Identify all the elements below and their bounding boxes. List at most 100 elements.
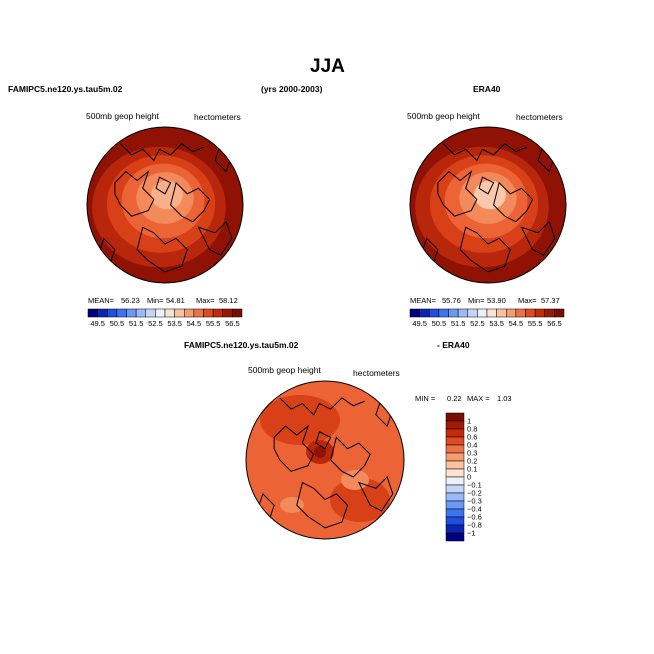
colorbar-tick-label: 49.5 <box>412 319 427 328</box>
colorbar-cell <box>445 436 465 446</box>
map-border <box>409 126 567 284</box>
model-min-label: Min= <box>147 296 164 305</box>
colorbar-cell <box>184 308 195 318</box>
contour-band-1 <box>260 395 340 445</box>
colorbar-cell <box>554 308 565 318</box>
colorbar-cell <box>544 308 555 318</box>
colorbar-cell <box>506 308 517 318</box>
colorbar-tick-label: 0.1 <box>467 465 477 474</box>
obs-max-label: Max= <box>518 296 537 305</box>
colorbar-cell <box>445 476 465 486</box>
colorbar-cell <box>87 308 98 318</box>
colorbar-cell <box>445 420 465 430</box>
colorbar-tick-label: 54.5 <box>509 319 524 328</box>
diff-field-label: 500mb geop height <box>248 365 321 375</box>
obs-mean-value: 55.76 <box>442 296 461 305</box>
obs-min-label: Min= <box>468 296 485 305</box>
colorbar-tick-label: 53.5 <box>489 319 504 328</box>
colorbar-cell <box>445 492 465 502</box>
model-max-label: Max= <box>196 296 215 305</box>
colorbar-tick-label: 0.8 <box>467 425 477 434</box>
model-field-label: 500mb geop height <box>86 111 159 121</box>
colorbar-cell <box>477 308 488 318</box>
model-polar-map <box>86 126 244 284</box>
diff-min-label: MIN = <box>415 394 436 403</box>
obs-mean-label: MEAN= <box>410 296 437 305</box>
colorbar-cell <box>445 444 465 454</box>
model-colorbar: 49.5 50.5 51.5 52.5 53.5 54.5 55.5 56.5 <box>87 308 243 328</box>
colorbar-tick-label: 56.5 <box>225 319 240 328</box>
colorbar-tick-label: 54.5 <box>187 319 202 328</box>
colorbar-tick-label: 51.5 <box>451 319 466 328</box>
colorbar-cell <box>203 308 214 318</box>
colorbar-cell <box>445 460 465 470</box>
colorbar-cell <box>448 308 459 318</box>
map-border <box>86 126 244 284</box>
colorbar-cell <box>438 308 449 318</box>
colorbar-cell <box>222 308 233 318</box>
colorbar-tick-label: 49.5 <box>90 319 105 328</box>
colorbar-cell <box>145 308 156 318</box>
colorbar-cell <box>445 508 465 518</box>
colorbar-tick-label: 51.5 <box>129 319 144 328</box>
contour-band-6 <box>280 497 304 513</box>
colorbar-tick-label: −0.4 <box>467 505 482 514</box>
diff-min-value: 0.22 <box>447 394 462 403</box>
colorbar-cell <box>155 308 166 318</box>
colorbar-cell <box>457 308 468 318</box>
contour-band-5 <box>341 470 369 490</box>
contour-band-4 <box>314 446 326 458</box>
diff-polar-map <box>245 380 405 540</box>
colorbar-cell <box>534 308 545 318</box>
diff-title-obs: - ERA40 <box>437 340 470 350</box>
model-mean-value: 56.23 <box>121 296 140 305</box>
colorbar-cell <box>467 308 478 318</box>
colorbar-cell <box>445 516 465 526</box>
colorbar-tick-label: −0.8 <box>467 521 482 530</box>
colorbar-tick-label: −0.1 <box>467 481 482 490</box>
colorbar-cell <box>409 308 420 318</box>
model-min-value: 54.81 <box>166 296 185 305</box>
colorbar-tick-label: 0.3 <box>467 449 477 458</box>
colorbar-cell <box>486 308 497 318</box>
colorbar-tick-label: 55.5 <box>206 319 221 328</box>
obs-max-value: 57.37 <box>541 296 560 305</box>
colorbar-cell <box>429 308 440 318</box>
colorbar-cell <box>107 308 118 318</box>
obs-field-label: 500mb geop height <box>407 111 480 121</box>
season-title: JJA <box>310 56 345 77</box>
colorbar-tick-label: 52.5 <box>148 319 163 328</box>
map-border <box>245 380 405 540</box>
colorbar-cell <box>525 308 536 318</box>
colorbar-cell <box>97 308 108 318</box>
colorbar-tick-label: −0.2 <box>467 489 482 498</box>
colorbar-cell <box>212 308 223 318</box>
colorbar-cell <box>164 308 175 318</box>
colorbar-tick-label: 0.4 <box>467 441 477 450</box>
diff-title-model: FAMIPC5.ne120.ys.tau5m.02 <box>184 340 299 350</box>
colorbar-tick-label: 55.5 <box>528 319 543 328</box>
colorbar-cell <box>193 308 204 318</box>
colorbar-cell <box>445 484 465 494</box>
colorbar-cell <box>174 308 185 318</box>
colorbar-cell <box>135 308 146 318</box>
colorbar-cell <box>116 308 127 318</box>
colorbar-tick-label: 0 <box>467 473 471 482</box>
obs-min-value: 53.90 <box>487 296 506 305</box>
colorbar-tick-label: 0.6 <box>467 433 477 442</box>
colorbar-tick-label: 52.5 <box>470 319 485 328</box>
diff-max-label: MAX = <box>467 394 490 403</box>
diff-colorbar: 10.80.60.40.30.20.10−0.1−0.2−0.3−0.4−0.6… <box>445 412 482 542</box>
colorbar-cell <box>515 308 526 318</box>
model-mean-label: MEAN= <box>88 296 115 305</box>
colorbar-tick-label: 56.5 <box>547 319 562 328</box>
colorbar-cell <box>445 428 465 438</box>
colorbar-cell <box>445 532 465 542</box>
contour-band-2 <box>330 478 390 522</box>
model-case-title: FAMIPC5.ne120.ys.tau5m.02 <box>8 84 123 94</box>
colorbar-cell <box>419 308 430 318</box>
colorbar-cell <box>445 500 465 510</box>
obs-title: ERA40 <box>473 84 501 94</box>
diff-units-label: hectometers <box>353 368 400 378</box>
colorbar-tick-label: −0.3 <box>467 497 482 506</box>
